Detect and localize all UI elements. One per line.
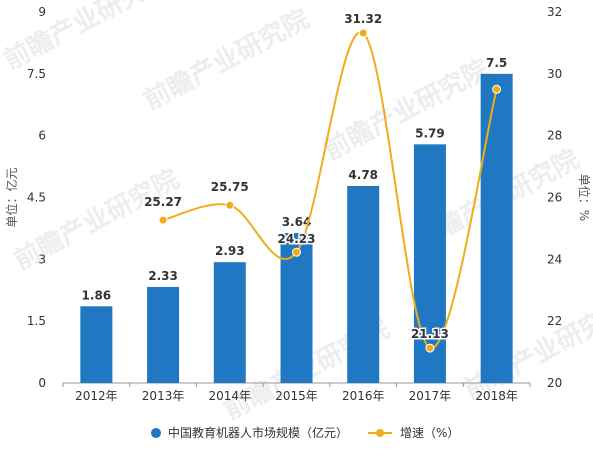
bar-data-label: 5.79 <box>415 126 445 140</box>
x-tick-label: 2013年 <box>142 389 185 403</box>
bar <box>213 262 246 383</box>
bar <box>347 185 380 383</box>
line-data-label: 24.23 <box>278 232 316 246</box>
y-left-tick-label: 7.5 <box>27 67 46 81</box>
line-point <box>225 200 235 210</box>
y-right-tick-label: 20 <box>547 376 562 390</box>
x-tick-label: 2018年 <box>475 389 518 403</box>
bar <box>147 286 180 383</box>
bar-data-label: 2.33 <box>148 269 178 283</box>
y-left-tick-label: 6 <box>38 129 46 143</box>
y-left-tick-label: 1.5 <box>27 314 46 328</box>
y-right-tick-label: 22 <box>547 314 562 328</box>
line-data-label: 31.32 <box>344 12 382 26</box>
y-right-tick-label: 30 <box>547 67 562 81</box>
bar-data-label: 7.5 <box>486 56 507 70</box>
line-point <box>425 343 435 353</box>
legend-label-bar: 中国教育机器人市场规模（亿元） <box>168 425 348 440</box>
line-point <box>292 247 301 257</box>
bar-data-label: 4.78 <box>348 168 378 182</box>
line-data-label: 25.75 <box>211 180 249 194</box>
y-left-axis-title: 单位：亿元 <box>4 167 19 227</box>
y-right-tick-label: 32 <box>547 5 562 19</box>
bar <box>413 144 446 383</box>
watermark-text: 前瞻产业研究院 <box>9 163 184 276</box>
x-tick-label: 2016年 <box>342 389 385 403</box>
line-data-label: 21.13 <box>411 327 449 341</box>
watermark-text: 前瞻产业研究院 <box>0 0 174 76</box>
y-left-tick-label: 3 <box>38 252 46 266</box>
x-tick-label: 2012年 <box>75 389 118 403</box>
bar <box>480 73 513 383</box>
bar-data-label: 3.64 <box>282 215 312 229</box>
y-right-tick-label: 24 <box>547 252 562 266</box>
bar <box>80 306 113 383</box>
bar-data-label: 1.86 <box>82 288 112 302</box>
x-tick-label: 2017年 <box>409 389 452 403</box>
legend-marker-line-dot <box>376 429 384 437</box>
line-point <box>492 84 502 94</box>
watermark-text: 前瞻产业研究院 <box>139 3 314 116</box>
line-point <box>358 28 368 38</box>
x-tick-label: 2015年 <box>275 389 318 403</box>
line-data-label: 25.27 <box>144 195 182 209</box>
x-tick-label: 2014年 <box>209 389 252 403</box>
legend-marker-bar <box>151 428 161 438</box>
bar-data-label: 2.93 <box>215 244 245 258</box>
y-left-tick-label: 9 <box>38 5 46 19</box>
y-right-tick-label: 26 <box>547 191 562 205</box>
y-left-tick-label: 0 <box>38 376 46 390</box>
line-point <box>158 215 168 225</box>
y-right-axis-title: 单位：% <box>577 174 592 221</box>
y-left-tick-label: 4.5 <box>27 191 46 205</box>
legend-label-line: 增速（%） <box>400 426 459 440</box>
y-right-tick-label: 28 <box>547 129 562 143</box>
watermark-text: 前瞻产业研究院 <box>319 53 494 166</box>
